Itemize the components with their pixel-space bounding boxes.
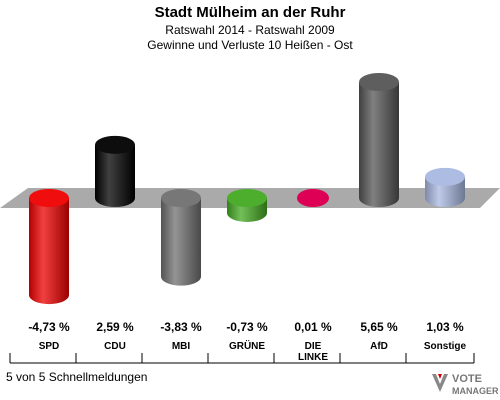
x-tick-label: Sonstige (424, 341, 467, 352)
chart-subtitle: Ratswahl 2014 - Ratswahl 2009 (165, 23, 335, 37)
chart-subtitle-2: Gewinne und Verluste 10 Heißen - Ost (147, 38, 353, 52)
bar (95, 144, 135, 207)
x-tick-label: GRÜNE (229, 339, 265, 352)
bar-cap (95, 135, 135, 154)
chart-title: Stadt Mülheim an der Ruhr (154, 4, 346, 21)
x-tick-label: AfD (370, 341, 388, 352)
value-label: -0,73 % (226, 320, 268, 334)
votemanager-logo: VOTE MANAGER (432, 373, 498, 396)
logo-line1: VOTE (452, 373, 482, 385)
value-label: 2,59 % (96, 320, 134, 334)
bar-cap (227, 189, 267, 207)
bar-cap (29, 189, 69, 207)
value-label: 5,65 % (360, 320, 398, 334)
bar-cap (425, 167, 465, 186)
bar-cap (161, 189, 201, 207)
bar (297, 189, 329, 207)
x-tick-label: DIE (305, 341, 322, 352)
bar-cap (359, 73, 399, 91)
value-label: -4,73 % (28, 320, 70, 334)
value-label: 1,03 % (426, 320, 464, 334)
bar (359, 82, 399, 207)
logo-line2: MANAGER (452, 386, 498, 396)
x-tick-label: LINKE (298, 352, 328, 363)
bar (161, 198, 201, 286)
x-tick-label: MBI (172, 341, 191, 352)
footer-note: 5 von 5 Schnellmeldungen (6, 370, 148, 384)
value-label: 0,01 % (294, 320, 332, 334)
x-tick-label: CDU (104, 341, 126, 352)
x-tick-label: SPD (39, 341, 60, 352)
bar (29, 198, 69, 305)
value-label: -3,83 % (160, 320, 202, 334)
